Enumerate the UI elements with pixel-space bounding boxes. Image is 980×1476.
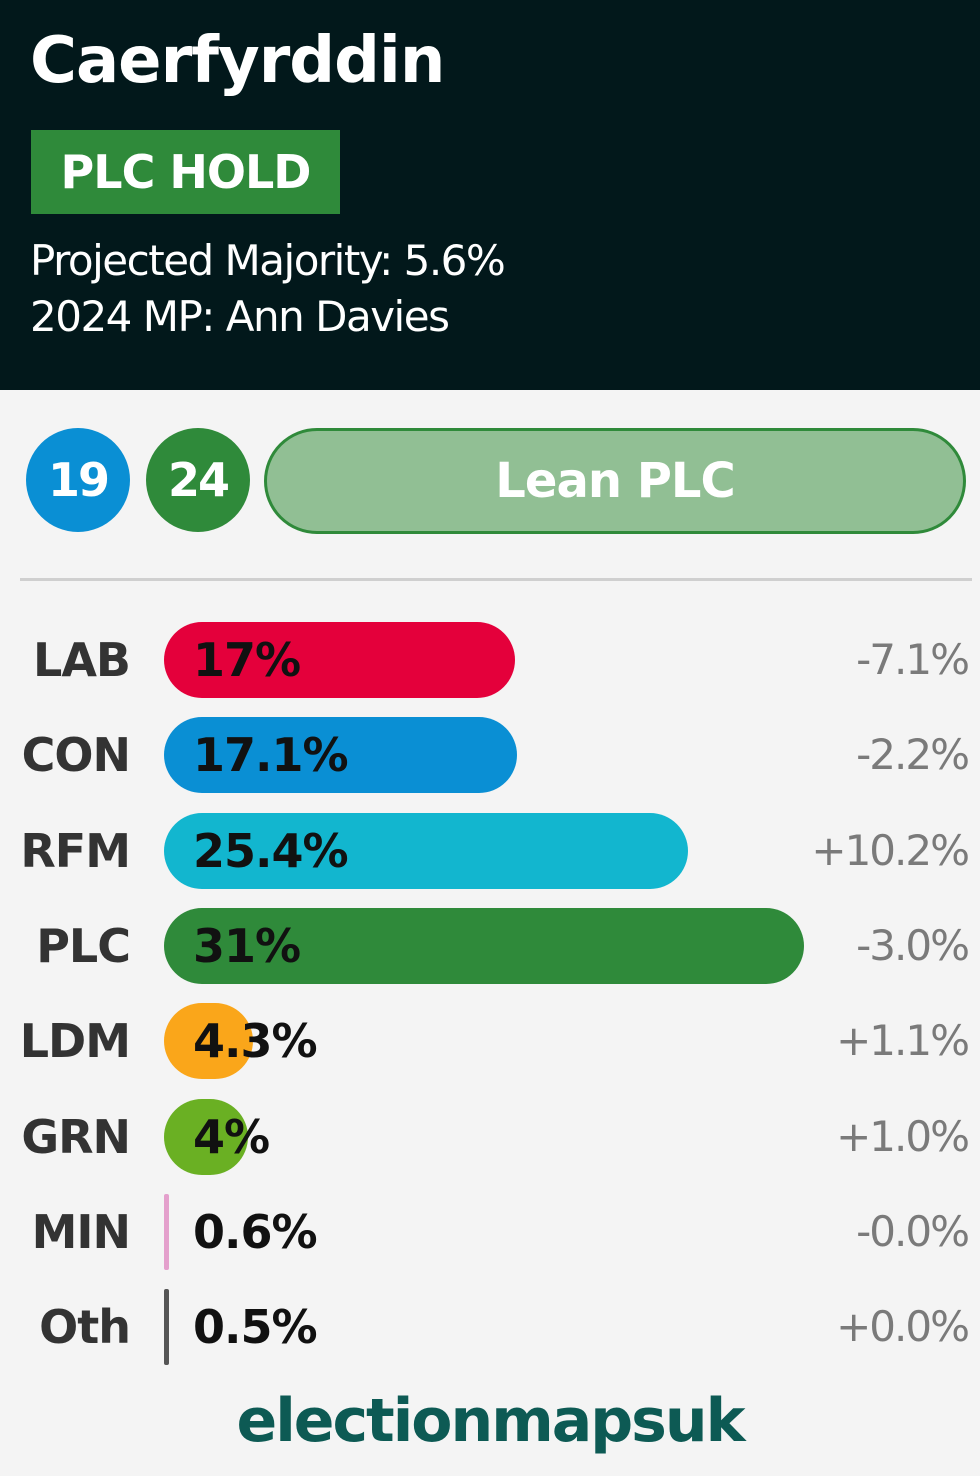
constituency-title: Caerfyrddin	[30, 24, 445, 98]
party-label-rfm: RFM	[20, 823, 131, 878]
party-label-ldm: LDM	[19, 1014, 131, 1069]
bar-row-rfm: RFM 25.4% +10.2%	[0, 812, 980, 889]
bar-rfm	[164, 812, 689, 889]
party-label-lab: LAB	[33, 633, 131, 687]
result-badge: PLC HOLD	[31, 130, 340, 214]
change-label-oth: +0.0%	[836, 1302, 970, 1352]
value-label-min: 0.6%	[193, 1204, 318, 1259]
change-label-grn: +1.0%	[836, 1111, 970, 1161]
projected-value-badge: 24	[146, 428, 250, 532]
previous-value-badge: 19	[26, 428, 130, 532]
projected-majority: Projected Majority: 5.6%	[30, 236, 506, 285]
bar-plc	[164, 907, 804, 984]
bar-row-oth: Oth 0.5% +0.0%	[0, 1289, 980, 1366]
change-label-lab: -7.1%	[856, 635, 970, 684]
value-label-rfm: 25.4%	[193, 823, 349, 878]
brand-logo: electionmapsuk	[236, 1386, 746, 1456]
change-label-plc: -3.0%	[856, 920, 970, 970]
change-label-min: -0.0%	[856, 1206, 970, 1256]
bar-row-grn: GRN 4% +1.0%	[0, 1098, 980, 1175]
bar-row-min: MIN 0.6% -0.0%	[0, 1193, 980, 1270]
divider	[20, 578, 972, 581]
mp-2024: 2024 MP: Ann Davies	[30, 292, 450, 341]
rating-pill: Lean PLC	[264, 428, 966, 534]
bar-con	[164, 717, 518, 794]
bar-min	[164, 1193, 169, 1270]
party-label-plc: PLC	[36, 918, 131, 973]
value-label-lab: 17%	[193, 633, 301, 687]
bar-row-con: CON 17.1% -2.2%	[0, 717, 980, 794]
change-label-rfm: +10.2%	[811, 825, 970, 875]
value-label-con: 17.1%	[193, 728, 349, 783]
bar-oth	[164, 1289, 169, 1366]
value-label-plc: 31%	[193, 918, 301, 973]
value-label-ldm: 4.3%	[193, 1014, 318, 1069]
change-label-con: -2.2%	[856, 730, 970, 780]
party-label-grn: GRN	[21, 1109, 131, 1164]
bar-row-ldm: LDM 4.3% +1.1%	[0, 1003, 980, 1080]
party-label-min: MIN	[31, 1204, 131, 1259]
change-label-ldm: +1.1%	[836, 1016, 970, 1066]
value-label-grn: 4%	[193, 1109, 270, 1164]
bar-grn	[164, 1098, 248, 1175]
bar-row-lab: LAB 17% -7.1%	[0, 622, 980, 698]
header-panel: Caerfyrddin PLC HOLD Projected Majority:…	[0, 0, 980, 390]
bar-lab	[164, 622, 515, 698]
value-label-oth: 0.5%	[193, 1300, 318, 1355]
party-label-con: CON	[21, 728, 131, 783]
party-label-oth: Oth	[39, 1300, 131, 1355]
bar-row-plc: PLC 31% -3.0%	[0, 907, 980, 984]
bar-ldm	[164, 1003, 253, 1080]
